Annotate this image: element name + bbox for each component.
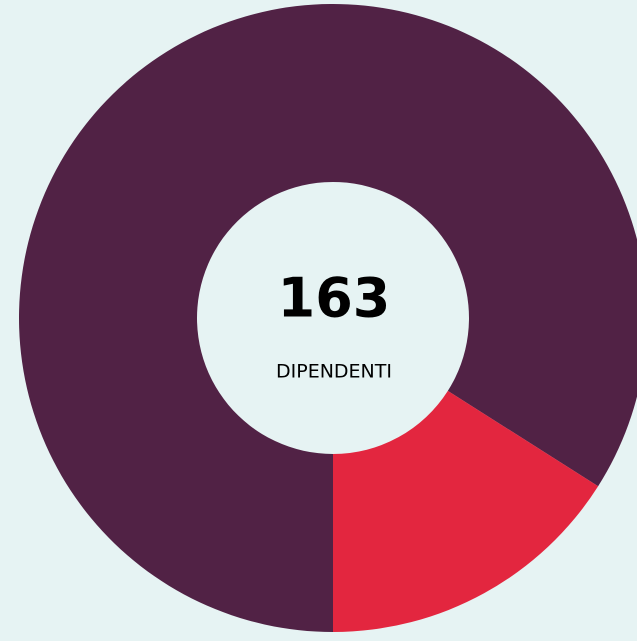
center-label: DIPENDENTI bbox=[276, 361, 392, 383]
slices bbox=[19, 4, 637, 632]
center-value: 163 bbox=[278, 267, 391, 330]
donut-slice bbox=[333, 390, 599, 632]
donut-slice bbox=[19, 4, 637, 632]
